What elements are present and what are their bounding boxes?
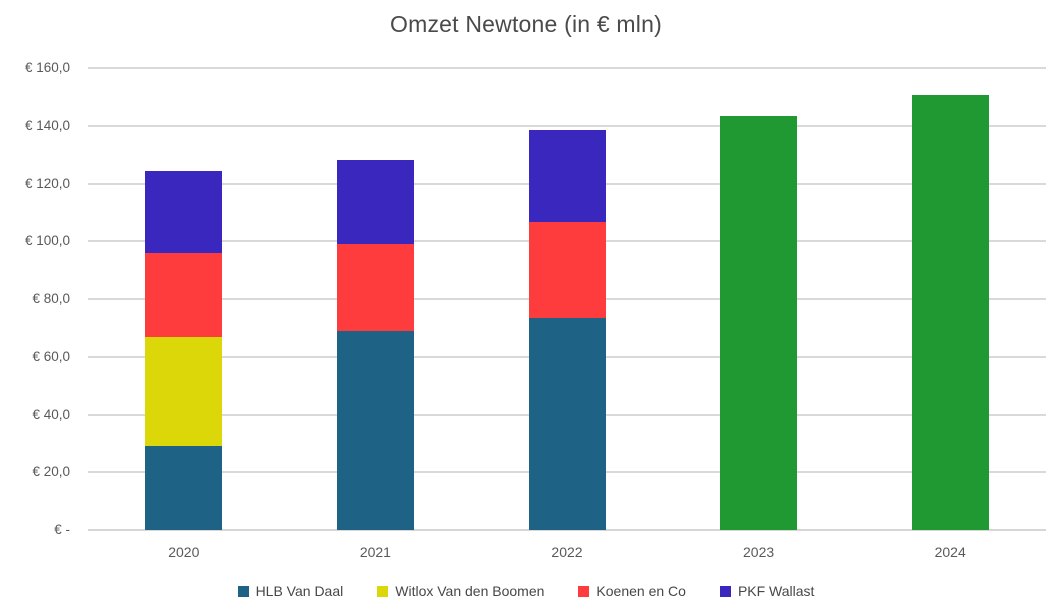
- bar-segment-2020-witlox-van-den-boomen: [145, 336, 223, 447]
- bar-segment-2022-pkf-wallast: [528, 130, 606, 223]
- legend-label: PKF Wallast: [737, 583, 815, 599]
- legend-swatch-icon: [237, 585, 249, 597]
- bar-segment-2020-hlb-van-daal: [145, 446, 223, 530]
- legend-item-koenen-en-co: Koenen en Co: [578, 583, 686, 599]
- bar-segment-2022-hlb-van-daal: [528, 317, 606, 530]
- x-tick-label-2020: 2020: [168, 544, 200, 560]
- y-tick-label: € -: [54, 522, 70, 537]
- y-tick-label: € 80,0: [32, 291, 70, 306]
- x-tick-label-2022: 2022: [551, 544, 583, 560]
- y-tick-label: € 140,0: [24, 117, 70, 133]
- legend-label: Witlox Van den Boomen: [395, 583, 545, 599]
- bar-segment-2023-newtone: [720, 115, 798, 530]
- x-tick-label-2024: 2024: [934, 544, 966, 560]
- y-tick-label: € 60,0: [32, 348, 70, 364]
- chart-title: Omzet Newtone (in € mln): [390, 11, 662, 37]
- y-tick-label: € 20,0: [32, 464, 70, 480]
- gridline: [88, 124, 1046, 127]
- gridline: [88, 67, 1046, 69]
- legend-label: HLB Van Daal: [255, 583, 344, 599]
- bar-segment-2020-pkf-wallast: [145, 170, 223, 253]
- legend-swatch-icon: [377, 585, 389, 597]
- legend-item-witlox-van-den-boomen: Witlox Van den Boomen: [377, 583, 544, 599]
- bar-segment-2024-newtone: [911, 95, 989, 530]
- bar-segment-2021-koenen-en-co: [336, 244, 414, 331]
- y-tick-label: € 40,0: [32, 406, 70, 422]
- y-tick-label: € 120,0: [24, 175, 70, 191]
- bar-segment-2022-koenen-en-co: [528, 222, 606, 318]
- bar-segment-2021-hlb-van-daal: [336, 330, 414, 530]
- y-tick-label: € 100,0: [24, 233, 70, 249]
- y-tick-label: € 160,0: [24, 60, 70, 75]
- legend-label: Koenen en Co: [596, 583, 686, 599]
- bar-segment-2021-pkf-wallast: [336, 160, 414, 245]
- x-tick-label-2023: 2023: [743, 544, 775, 560]
- legend-swatch-icon: [719, 585, 731, 597]
- bar-segment-2020-koenen-en-co: [145, 252, 223, 337]
- legend: HLB Van Daal Witlox Van den Boomen Koenen …: [0, 583, 1052, 599]
- x-axis-line: [88, 529, 1046, 531]
- legend-swatch-icon: [578, 585, 590, 597]
- legend-item-pkf-wallast: PKF Wallast: [719, 583, 815, 599]
- legend-item-hlb-van-daal: HLB Van Daal: [237, 583, 344, 599]
- x-tick-label-2021: 2021: [359, 544, 391, 560]
